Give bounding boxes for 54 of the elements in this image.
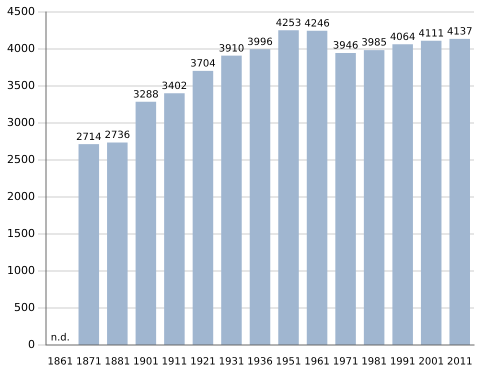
y-tick-label: 1000 [6,264,35,277]
data-label: 2714 [76,132,102,143]
x-tick-label: 2011 [447,356,472,368]
y-tick-label: 0 [28,338,35,351]
x-tick-label: 1936 [247,356,273,368]
x-tick-label: 1911 [162,356,188,368]
y-tick-label: 500 [14,300,35,314]
y-tick-label: 2000 [6,190,35,203]
y-tick-label: 2500 [6,152,35,166]
data-label: 4064 [390,32,416,43]
bar [306,30,328,344]
bar [164,93,185,344]
x-tick-label: 1931 [218,356,244,368]
y-tick-label: 3500 [6,78,35,92]
data-label: 2736 [104,130,130,142]
data-label: 3946 [332,40,358,52]
x-tick-label: 1901 [133,356,159,368]
data-label: 3704 [190,58,216,70]
x-tick-label: 2001 [418,356,444,368]
bar [449,38,470,344]
data-label: 3996 [247,36,273,48]
data-label: 3402 [162,80,188,92]
x-tick-label: 1981 [361,356,387,368]
bar [192,70,214,344]
y-tick-label: 1500 [6,226,35,240]
bar [78,144,100,344]
data-label: 3985 [361,38,387,49]
data-label: 4253 [276,18,302,29]
x-tick-label: 1861 [48,356,73,368]
data-label: 3288 [133,89,159,100]
data-label: 3910 [218,43,244,54]
data-label: 4246 [304,18,330,30]
y-tick-label: 4000 [6,42,35,55]
bar [107,142,128,344]
bar [250,49,270,344]
bar [278,30,299,344]
bar [392,44,413,344]
bar [364,50,384,344]
x-tick-label: 1921 [190,356,216,368]
y-tick-label: 3000 [6,116,35,129]
data-label: 4111 [418,28,444,40]
x-tick-label: 1881 [104,356,130,368]
bar [221,56,242,344]
text: n.d. [50,332,70,344]
bar [136,102,156,344]
x-tick-label: 1971 [332,356,358,368]
bar [420,40,442,344]
x-tick-label: 1991 [390,356,416,368]
x-tick-label: 1961 [304,356,330,368]
x-tick-label: 1951 [276,356,302,368]
x-tick-label: 1871 [76,356,102,368]
bar [335,52,356,344]
data-label: 4137 [447,26,472,38]
y-tick-label: 4500 [6,4,35,18]
